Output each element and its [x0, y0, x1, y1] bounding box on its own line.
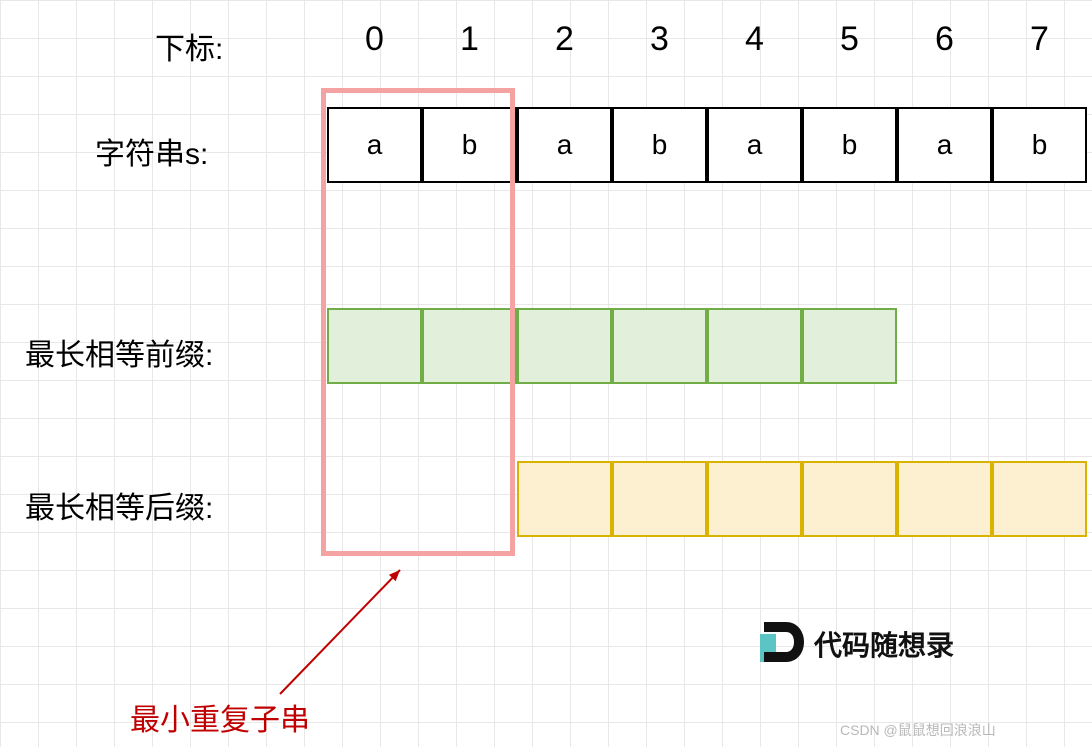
- string-cell-char: b: [842, 129, 858, 161]
- string-cell-char: b: [1032, 129, 1048, 161]
- string-cell-7: b: [992, 107, 1087, 183]
- logo-icon: [758, 620, 806, 664]
- suffix-cell-5: [802, 461, 897, 537]
- index-5: 5: [830, 20, 870, 59]
- prefix-cell-2: [517, 308, 612, 384]
- string-cell-5: b: [802, 107, 897, 183]
- string-cell-char: a: [937, 129, 953, 161]
- suffix-cell-3: [612, 461, 707, 537]
- logo: 代码随想录: [758, 620, 954, 664]
- string-cell-6: a: [897, 107, 992, 183]
- string-cell-3: b: [612, 107, 707, 183]
- string-cell-char: b: [652, 129, 668, 161]
- highlight-box: [321, 88, 515, 556]
- logo-text: 代码随想录: [814, 624, 954, 664]
- index-6: 6: [925, 20, 965, 59]
- index-1: 1: [450, 20, 490, 59]
- suffix-cell-4: [707, 461, 802, 537]
- string-label: 字符串s:: [95, 129, 208, 173]
- index-7: 7: [1020, 20, 1060, 59]
- string-cell-char: a: [557, 129, 573, 161]
- suffix-label: 最长相等后缀:: [25, 483, 213, 527]
- index-3: 3: [640, 20, 680, 59]
- suffix-cell-7: [992, 461, 1087, 537]
- prefix-cell-5: [802, 308, 897, 384]
- index-2: 2: [545, 20, 585, 59]
- string-cell-4: a: [707, 107, 802, 183]
- index-0: 0: [355, 20, 395, 59]
- suffix-cell-2: [517, 461, 612, 537]
- index-4: 4: [735, 20, 775, 59]
- watermark: CSDN @鼠鼠想回浪浪山: [840, 720, 996, 740]
- prefix-label: 最长相等前缀:: [25, 330, 213, 374]
- prefix-cell-4: [707, 308, 802, 384]
- suffix-cell-6: [897, 461, 992, 537]
- prefix-cell-3: [612, 308, 707, 384]
- index-label: 下标:: [155, 24, 223, 68]
- bottom-label: 最小重复子串: [130, 695, 310, 739]
- string-cell-2: a: [517, 107, 612, 183]
- string-cell-char: a: [747, 129, 763, 161]
